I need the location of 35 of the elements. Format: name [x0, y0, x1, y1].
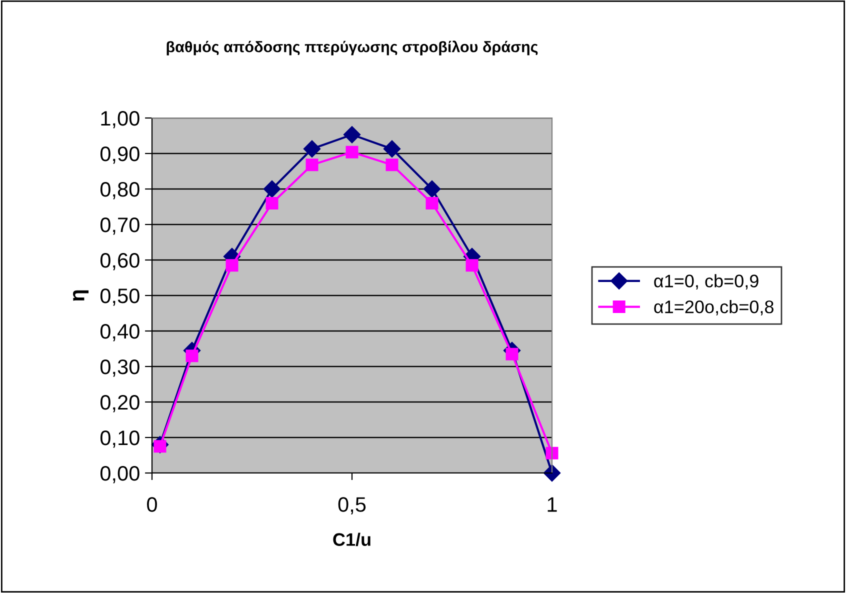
point [386, 158, 398, 172]
chart-title: βαθμός απόδοσης πτερύγωσης στροβίλου δράσης [166, 40, 538, 56]
x-axis-title: C1/u [333, 532, 370, 546]
y-tick-label: 0,00 [100, 466, 140, 484]
point [543, 464, 561, 482]
point [506, 348, 518, 360]
y-tick-label: 1,00 [101, 111, 140, 128]
y-tick-label: 0,20 [100, 395, 140, 412]
x-tick-label: 1 [548, 497, 557, 512]
y-axis-title: η [73, 290, 89, 301]
point [186, 350, 198, 362]
legend-label: α1=20o,cb=0,8 [654, 300, 774, 316]
x-tick-label: 0 [147, 497, 157, 512]
y-tick-label: 0,40 [100, 324, 140, 342]
point [263, 180, 281, 198]
point [343, 126, 361, 144]
y-tick-label: 0,60 [100, 253, 140, 270]
y-tick-label: 0,50 [100, 288, 140, 306]
point [383, 140, 401, 158]
point [346, 146, 358, 158]
point [266, 196, 278, 210]
legend-label: α1=0, cb=0,9 [654, 274, 758, 290]
y-tick-label: 0,10 [100, 430, 140, 448]
point [426, 196, 438, 210]
y-tick-label: 0,30 [100, 360, 140, 377]
point [303, 140, 321, 158]
point [466, 259, 478, 272]
y-tick-label: 0,90 [100, 146, 140, 164]
point [306, 158, 318, 172]
y-tick-label: 0,80 [100, 182, 140, 200]
x-tick-label: 0,5 [338, 497, 366, 514]
point [546, 446, 558, 460]
point [423, 180, 441, 198]
y-tick-label: 0,70 [100, 218, 140, 235]
point [226, 259, 238, 272]
